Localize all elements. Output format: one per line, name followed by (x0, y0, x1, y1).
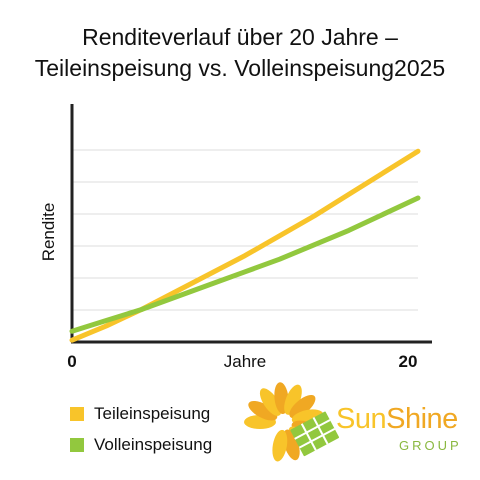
chart-title-line-2: Teileinspeisung vs. Volleinspeisung2025 (34, 55, 446, 81)
chart-title-line-1: Renditeverlauf über 20 Jahre – (82, 24, 398, 50)
sun-petal (272, 429, 288, 462)
legend-label-teileinspeisung: Teileinspeisung (94, 403, 211, 423)
brand-name: SunShine (336, 404, 458, 434)
chart-legend: Teileinspeisung Volleinspeisung (70, 398, 212, 460)
sun-petal (284, 384, 302, 415)
x-tick-label: 0 (67, 352, 76, 371)
sun-flower-icon (244, 382, 340, 462)
series-line-volleinspeisung (69, 195, 421, 334)
legend-item-teileinspeisung: Teileinspeisung (70, 398, 212, 429)
legend-swatch-volleinspeisung (70, 437, 84, 452)
y-axis-label: Rendite (39, 203, 58, 262)
chart-title: Renditeverlauf über 20 Jahre – Teileinsp… (0, 22, 480, 84)
x-axis-label: Jahre (224, 352, 267, 371)
brand-name-sun: Sun (336, 403, 387, 435)
sun-petal (259, 388, 282, 416)
legend-item-volleinspeisung: Volleinspeisung (70, 429, 212, 460)
solar-panel-icon (290, 411, 340, 457)
legend-swatch-teileinspeisung (70, 406, 84, 421)
brand-subtitle: GROUP (399, 438, 462, 453)
sun-petal (248, 401, 278, 421)
x-tick-label: 20 (399, 352, 418, 371)
sunshine-logo (244, 382, 340, 462)
brand-name-shine: Shine (386, 403, 458, 435)
sun-petal (289, 394, 316, 419)
legend-label-volleinspeisung: Volleinspeisung (94, 434, 213, 454)
